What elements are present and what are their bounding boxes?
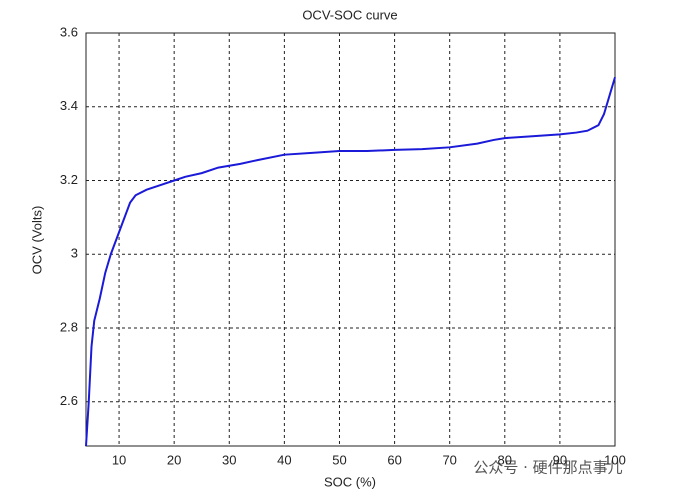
y-tick-label: 3.6 xyxy=(60,24,78,39)
y-axis-label: OCV (Volts) xyxy=(29,206,44,275)
watermark: 公众号 · 硬件那点事儿 xyxy=(473,459,622,477)
x-tick-label: 100 xyxy=(604,452,626,467)
plot-area xyxy=(86,33,615,446)
chart-title: OCV-SOC curve xyxy=(302,7,397,22)
x-axis-label: SOC (%) xyxy=(324,474,376,489)
x-tick-label: 10 xyxy=(112,452,126,467)
y-tick-label: 3 xyxy=(71,246,78,261)
x-tick-label: 80 xyxy=(498,452,512,467)
x-tick-label: 20 xyxy=(167,452,181,467)
x-tick-label: 70 xyxy=(442,452,456,467)
plot-frame xyxy=(85,32,616,447)
x-tick-label: 50 xyxy=(332,452,346,467)
y-tick-label: 3.2 xyxy=(60,172,78,187)
y-tick-label: 2.8 xyxy=(60,319,78,334)
x-tick-label: 40 xyxy=(277,452,291,467)
x-tick-label: 60 xyxy=(387,452,401,467)
x-tick-label: 30 xyxy=(222,452,236,467)
y-tick-label: 2.6 xyxy=(60,393,78,408)
x-tick-label: 90 xyxy=(553,452,567,467)
y-tick-label: 3.4 xyxy=(60,98,78,113)
data-line xyxy=(85,76,616,447)
